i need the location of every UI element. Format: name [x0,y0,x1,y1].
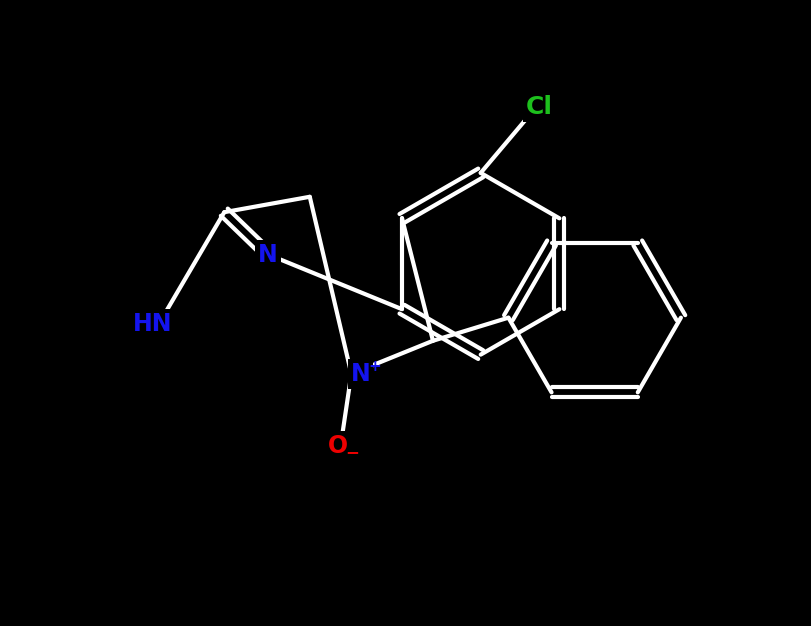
Text: O: O [328,434,348,458]
Text: N: N [259,242,278,267]
Text: −: − [345,443,359,461]
Text: HN: HN [133,312,173,336]
Text: N: N [350,362,371,386]
Text: Cl: Cl [526,95,553,120]
Text: +: + [368,359,381,374]
